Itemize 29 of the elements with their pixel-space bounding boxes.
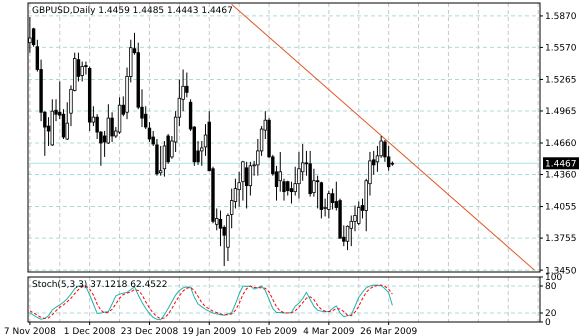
y-tick-label: 1.4055 bbox=[545, 202, 576, 213]
chart-title: Stoch(5,3,3) 37.1218 62.4522 bbox=[32, 280, 168, 290]
ref-line-label: 1.4467 bbox=[545, 159, 576, 170]
x-tick-label: 19 Jan 2009 bbox=[182, 327, 237, 336]
candlestick bbox=[290, 181, 294, 204]
y-tick-label: 1.4965 bbox=[545, 107, 576, 118]
candlestick bbox=[80, 61, 84, 82]
y-tick-label: 1.5265 bbox=[545, 76, 576, 86]
y-tick-label: 1.3755 bbox=[545, 234, 576, 244]
y-tick-label: 1.5570 bbox=[545, 44, 577, 54]
y-tick-label: 100 bbox=[545, 273, 562, 284]
candlestick bbox=[244, 161, 248, 209]
x-tick-label: 10 Feb 2009 bbox=[241, 327, 298, 336]
y-tick-label: 1.4660 bbox=[545, 139, 577, 150]
chart-title: GBPUSD,Daily 1.4459 1.4485 1.4443 1.4467 bbox=[32, 6, 233, 16]
x-tick-label: 26 Mar 2009 bbox=[360, 327, 418, 336]
y-tick-label: 80 bbox=[545, 282, 557, 292]
x-tick-label: 1 Dec 2008 bbox=[64, 327, 116, 336]
y-tick-label: 1.5870 bbox=[545, 12, 577, 22]
y-tick-label: 0 bbox=[545, 318, 551, 328]
x-tick-label: 7 Nov 2008 bbox=[4, 327, 56, 336]
candlestick bbox=[327, 190, 331, 219]
candlestick bbox=[110, 112, 114, 142]
y-tick-label: 20 bbox=[545, 309, 557, 320]
candlestick bbox=[185, 72, 189, 98]
y-tick-label: 1.4360 bbox=[545, 170, 577, 181]
x-tick-label: 4 Mar 2009 bbox=[303, 327, 355, 336]
candlestick bbox=[158, 145, 162, 176]
x-tick-label: 23 Dec 2008 bbox=[120, 327, 178, 336]
